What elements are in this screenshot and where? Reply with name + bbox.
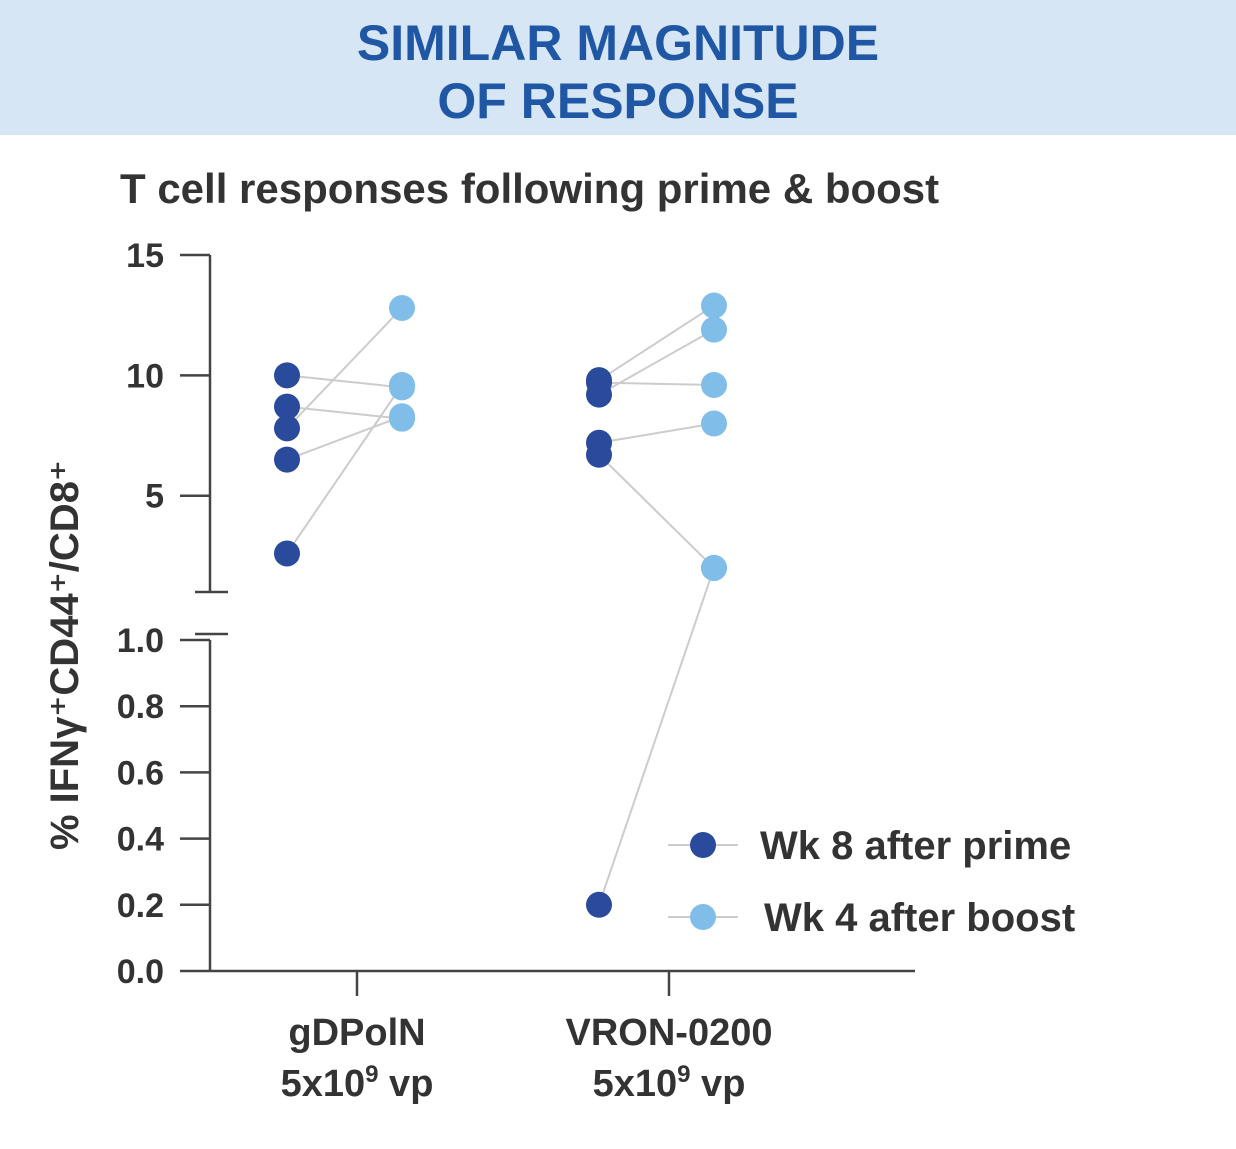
boost-point (701, 292, 727, 319)
data-points (274, 292, 727, 918)
legend-label: Wk 4 after boost (764, 896, 1075, 940)
connector-line (286, 307, 403, 430)
prime-point (274, 362, 300, 389)
x-tick-label: VRON-0200 (566, 1012, 773, 1054)
connector-line (598, 328, 715, 396)
y-tick-label: 15 (126, 237, 164, 275)
prime-point (586, 891, 612, 918)
y-tick-label: 0.8 (117, 688, 164, 726)
prime-point (274, 393, 300, 420)
connector-line (286, 384, 403, 555)
legend-marker (690, 904, 716, 930)
legend-label: Wk 8 after prime (760, 824, 1071, 868)
connector-line (286, 405, 403, 420)
prime-point (274, 415, 300, 442)
connector-line (286, 415, 403, 461)
y-tick-label: 0.2 (117, 887, 164, 925)
legend: Wk 8 after prime Wk 4 after boost (668, 824, 1075, 940)
boost-point (701, 410, 727, 437)
boost-point (701, 371, 727, 398)
y-tick-label: 1.0 (117, 622, 164, 660)
x-tick-label-dose: 5x109 vp (281, 1061, 434, 1105)
prime-point (274, 446, 300, 473)
boost-point (389, 371, 415, 398)
boost-point (389, 294, 415, 321)
connector-line (598, 454, 715, 569)
connector-line (598, 422, 715, 444)
connector-line (286, 374, 403, 389)
connector-line (598, 304, 715, 382)
banner-title-line-1: SIMILAR MAGNITUDE (356, 15, 880, 71)
x-tick-label: gDPolN (288, 1012, 425, 1054)
connector-lines (286, 304, 715, 906)
chart-title: T cell responses following prime & boost (120, 165, 939, 212)
y-tick-label: 0.6 (117, 754, 164, 792)
y-tick-label: 10 (126, 357, 164, 395)
y-tick-label: 0.4 (117, 821, 164, 859)
y-tick-label: 5 (145, 478, 164, 516)
legend-marker (690, 832, 716, 858)
boost-point (701, 316, 727, 343)
prime-point (274, 540, 300, 567)
y-axis-label: % IFNγ⁺CD44⁺/CD8⁺ (43, 460, 87, 850)
boost-point (701, 554, 727, 581)
prime-point (586, 441, 612, 468)
prime-point (586, 381, 612, 408)
connector-line (598, 567, 715, 906)
header-banner: SIMILAR MAGNITUDE OF RESPONSE (0, 0, 1236, 135)
banner-title-line-2: OF RESPONSE (437, 73, 799, 129)
boost-point (389, 403, 415, 430)
x-tick-label-dose: 5x109 vp (593, 1061, 746, 1105)
axes: 0.2 0.4 0.6 0.8 1.0 0.0 5 10 15 gDPolN 5x109 vp VRO… (117, 237, 915, 1105)
y-tick-label: 0.0 (117, 953, 164, 991)
